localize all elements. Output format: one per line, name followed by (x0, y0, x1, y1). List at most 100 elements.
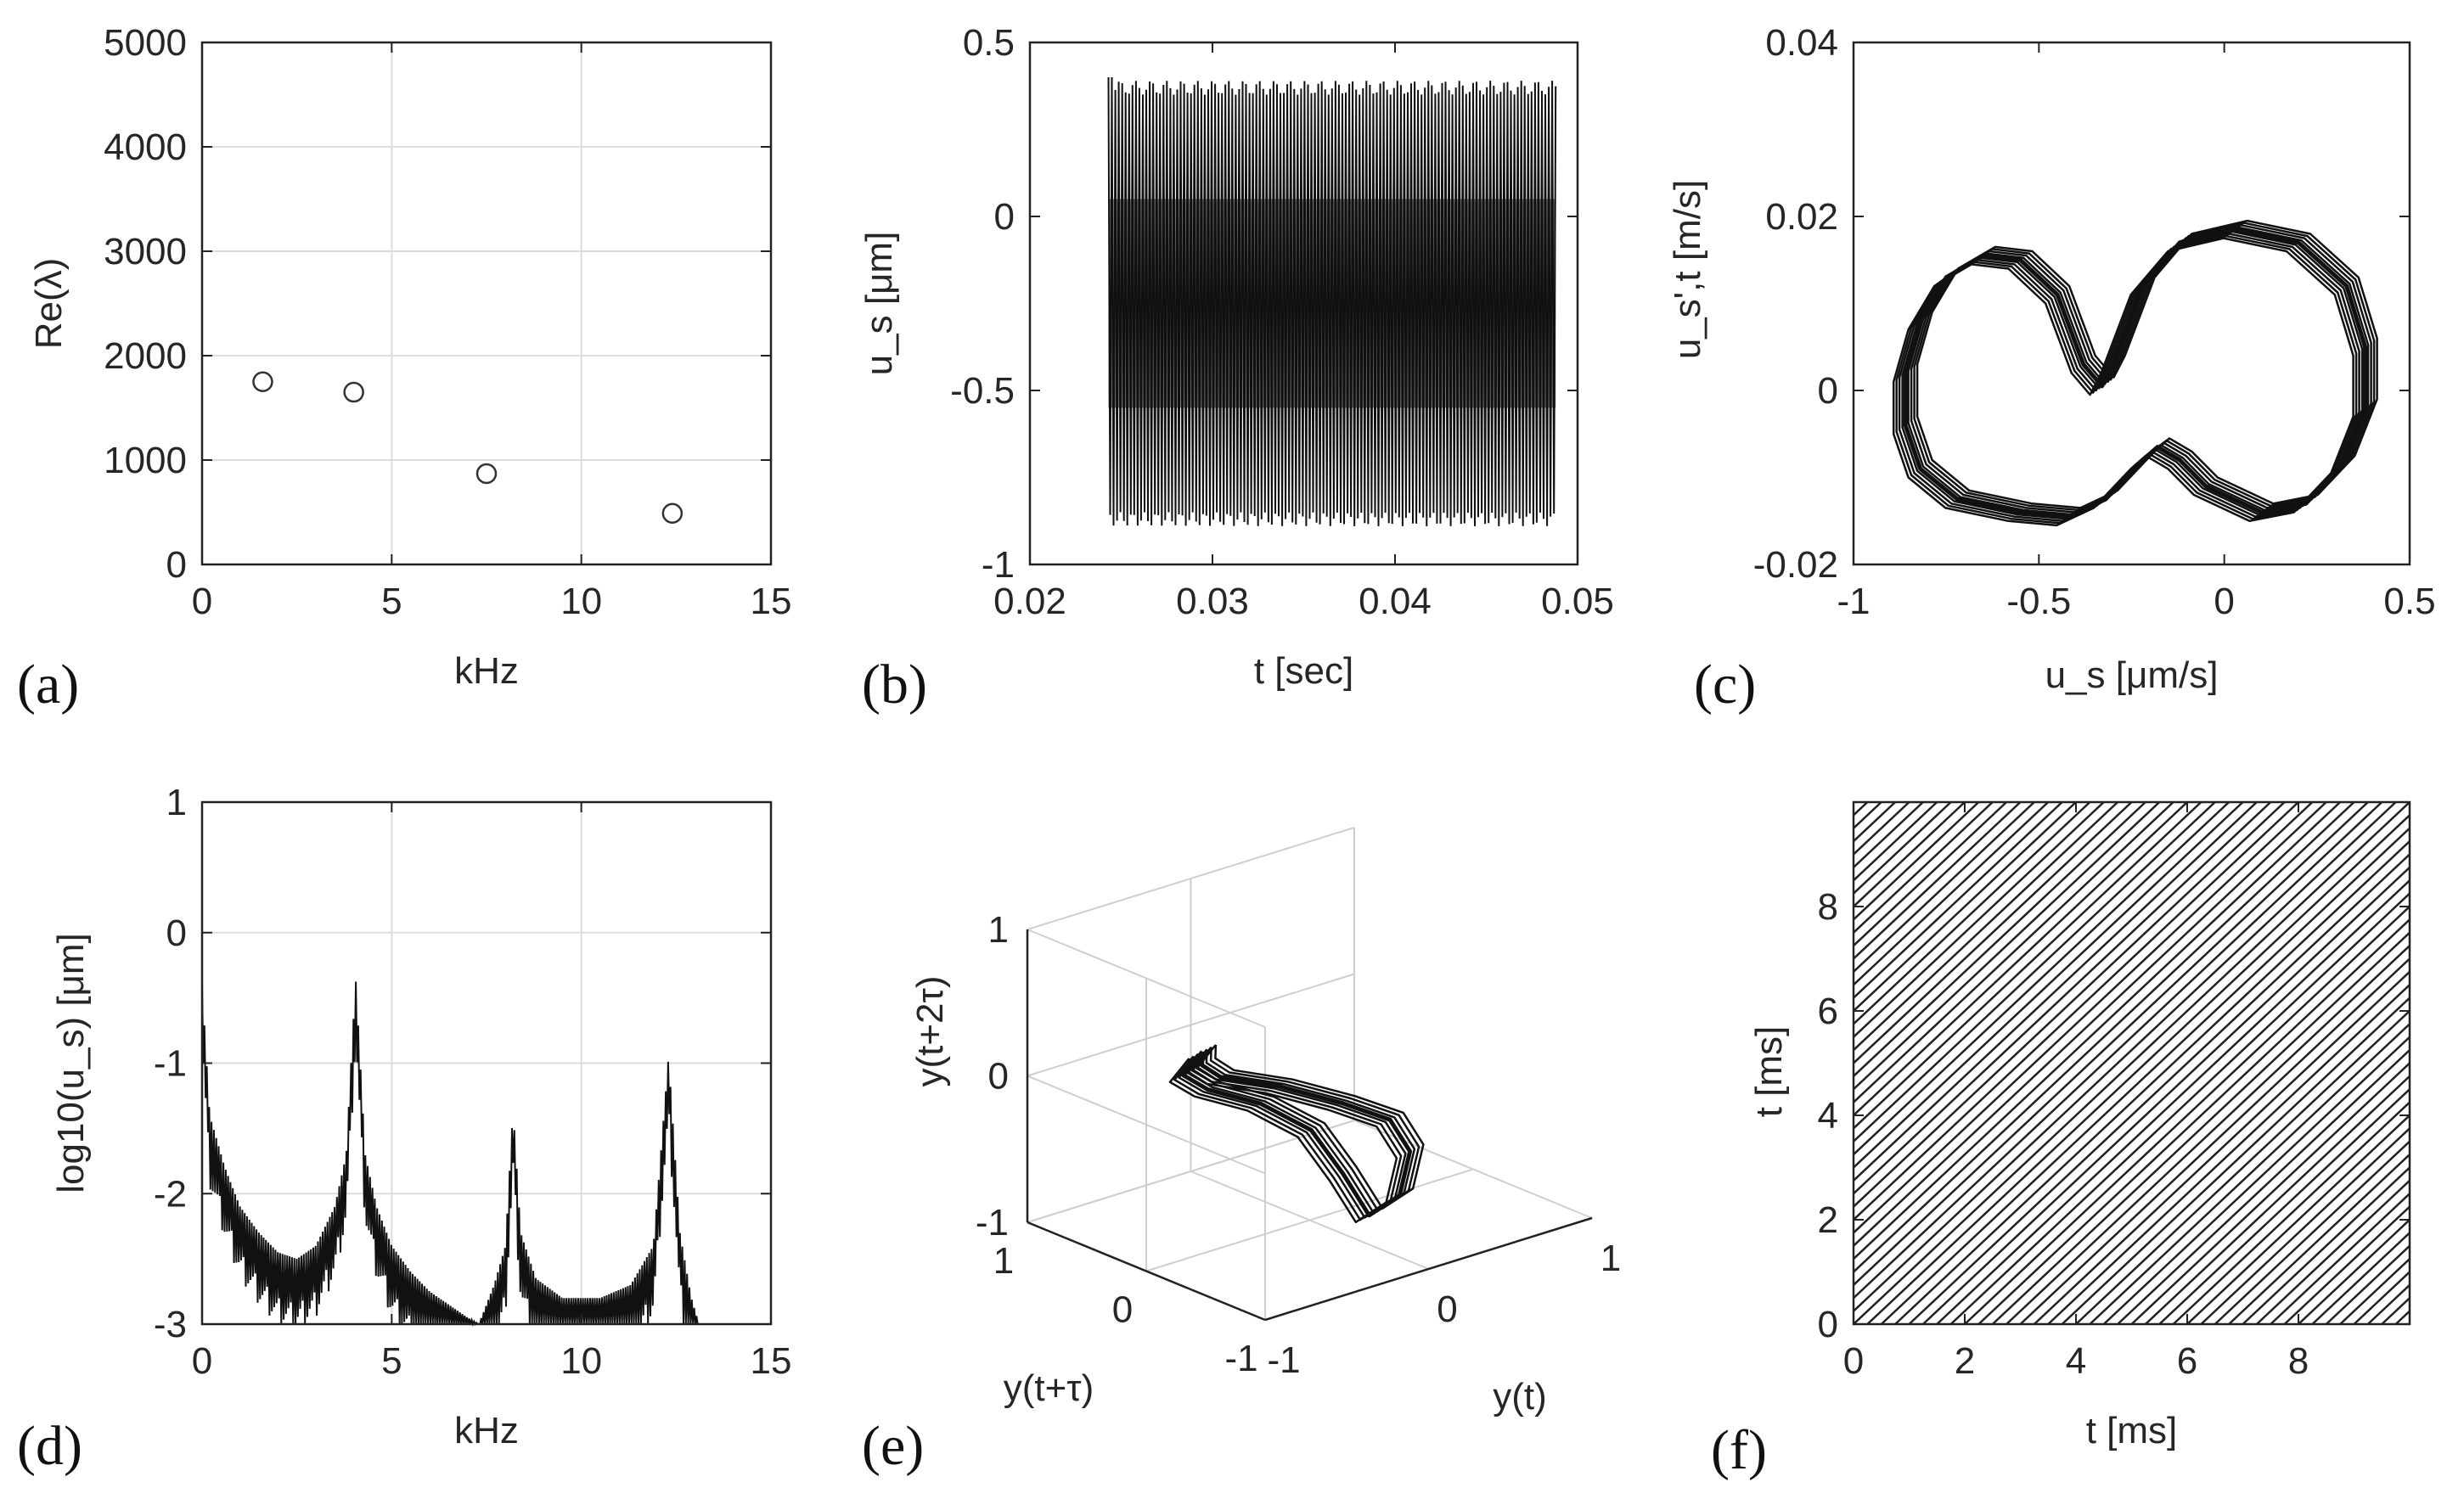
diagonal-line (1854, 802, 2383, 1300)
diagonal-line (2061, 996, 2410, 1324)
data-point (475, 463, 498, 485)
y-tick-label: -1 (982, 544, 1015, 586)
diagonal-line (1854, 802, 2161, 1091)
y-tick-label: 4 (1818, 1095, 1838, 1137)
x-tick-label: -1 (1267, 1339, 1300, 1381)
y-tick-label: 1 (993, 1240, 1014, 1282)
orbit-line (1895, 234, 2358, 525)
diagonal-line (1854, 802, 1952, 895)
orbit-line (1903, 227, 2368, 519)
x-tick-label: 15 (751, 581, 792, 622)
x-tick-label: 0.02 (993, 581, 1066, 622)
diagonal-lines (1854, 802, 2410, 1324)
panel-label: (d) (17, 1415, 82, 1477)
y-tick-label: 0 (994, 196, 1015, 238)
y-tick-label: 4000 (104, 126, 187, 168)
panel-a: 0 5 10 15 0 1000 2000 3000 4000 5000 kHz Re(λ) (a) (17, 22, 791, 716)
y-axis-label: t [ms] (1748, 1026, 1790, 1118)
y-tick-label: 0 (1818, 370, 1838, 412)
x-tick-label: 10 (560, 581, 602, 622)
data-point (661, 502, 684, 524)
diagonal-line (1854, 802, 1966, 908)
y-tick-label: 0.5 (963, 22, 1015, 64)
orbit-line (1892, 237, 2354, 527)
diagonal-line (1854, 802, 2050, 986)
y-tick-label: 2 (1818, 1199, 1838, 1241)
diagonal-line (1854, 802, 2022, 961)
y-tick-label: 0 (1818, 1304, 1838, 1345)
z-axis-label: y(t+2τ) (909, 975, 951, 1086)
y-tick-label: -0.02 (1753, 544, 1838, 586)
grid-line (1027, 827, 1355, 930)
grid-line (1027, 929, 1266, 1028)
diagonal-line (2214, 1140, 2410, 1324)
z-tick-label: -1 (976, 1202, 1009, 1244)
z-tick-label: 0 (988, 1056, 1009, 1098)
diagonal-line (1854, 802, 2369, 1287)
grid-line (1027, 1075, 1266, 1175)
x-tick-label: 15 (751, 1340, 792, 1382)
diagonal-line (1854, 802, 2174, 1104)
panel-c: -1 -0.5 0 0.5 -0.02 0 0.02 0.04 u_s [μm/s] u_s',t… (1667, 22, 2436, 716)
diagonal-line (2172, 1100, 2410, 1324)
y-tick-label: 3000 (104, 231, 187, 272)
axes-frame (1028, 41, 1579, 566)
diagonal-line (1854, 802, 2216, 1143)
diagonal-line (2047, 983, 2410, 1324)
diagonal-line (1936, 879, 2410, 1324)
x-axis-label: t [sec] (1254, 650, 1353, 692)
diagonal-line (2256, 1179, 2410, 1324)
diagonal-line (1991, 931, 2410, 1324)
y-axis-label: u_s',t [m/s] (1667, 180, 1708, 359)
orbit-line (1913, 222, 2376, 512)
diagonal-line (1908, 852, 2410, 1324)
attractor-line (1195, 1044, 1425, 1210)
diagonal-line (2102, 1036, 2410, 1324)
axes-frame (1852, 800, 2411, 1326)
diagonal-line (1964, 905, 2410, 1324)
orbit-line (1916, 219, 2378, 509)
x-tick-label: 1 (1600, 1238, 1621, 1279)
x-tick-label: 10 (560, 1340, 602, 1382)
panel-b: 0.02 0.03 0.04 0.05 -1 -0.5 0 0.5 t [sec] u_s [μm… (858, 22, 1614, 716)
x-axis-label: kHz (454, 650, 519, 692)
data-point (252, 371, 273, 392)
signal-core-band (1108, 199, 1556, 408)
diagonal-line (1854, 802, 2105, 1039)
diagonal-line (1977, 918, 2410, 1324)
diagonal-line (1854, 802, 2188, 1117)
diagonal-line (2130, 1061, 2410, 1324)
x-tick-label: 0.03 (1176, 581, 1249, 622)
diagonal-line (2242, 1165, 2410, 1324)
x-tick-label: 6 (2177, 1340, 2197, 1382)
diagonal-line (2200, 1126, 2410, 1324)
x-tick-label: 0 (1843, 1340, 1864, 1382)
y-tick-label: 1 (166, 782, 187, 823)
diagonal-line (1854, 802, 2327, 1248)
x-tick-label: 0.04 (1359, 581, 1432, 622)
diagonal-line (2158, 1087, 2410, 1324)
diagonal-line (1854, 802, 2314, 1235)
x-tick-label: -0.5 (2006, 581, 2071, 622)
diagonal-line (1854, 802, 1994, 935)
y-tick-label: 5000 (104, 22, 187, 64)
axis-edge (1264, 1216, 1593, 1322)
diagonal-line (1854, 802, 2410, 1324)
y-tick-label: 8 (1818, 886, 1838, 928)
diagonal-line (1854, 802, 2146, 1078)
panel-label: (a) (17, 654, 79, 716)
x-tick-label: 0 (192, 581, 212, 622)
diagonal-line (2145, 1075, 2410, 1324)
diagonal-line (1854, 802, 2202, 1131)
data-point (343, 381, 364, 403)
diagonal-line (1854, 802, 2133, 1065)
diagonal-line (1922, 866, 2410, 1324)
diagonal-line (2311, 1231, 2410, 1324)
diagonal-line (1854, 802, 2091, 1026)
y-tick-label: 2000 (104, 335, 187, 377)
x-tick-label: 4 (2066, 1340, 2086, 1382)
x-tick-label: 0 (1437, 1288, 1457, 1330)
panel-d: 0 5 10 15 -3 -2 -1 0 1 kHz log10(u_s) [μm] (d) (17, 782, 791, 1477)
diagonal-line (2006, 944, 2410, 1324)
